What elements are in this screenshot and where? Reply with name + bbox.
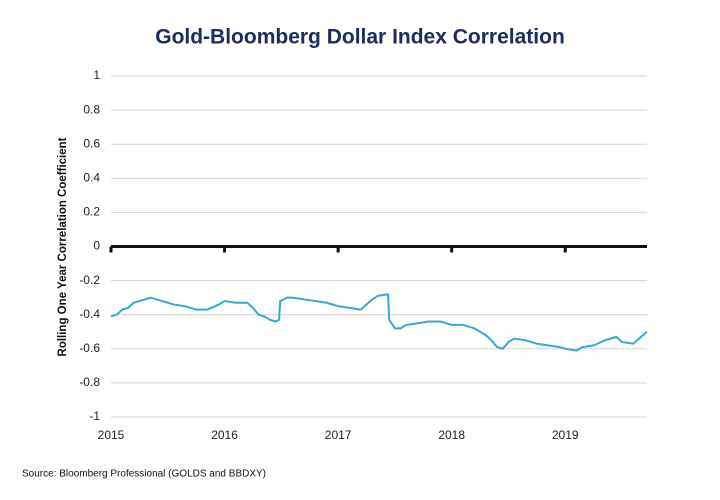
- x-tick-label: 2019: [552, 428, 579, 442]
- y-tick-label: -0.4: [79, 307, 100, 321]
- x-tick-label: 2017: [325, 428, 352, 442]
- y-axis-label: Rolling One Year Correlation Coefficient: [57, 137, 69, 356]
- source-note: Source: Bloomberg Professional (GOLDS an…: [22, 469, 266, 480]
- y-tick-label: 0.2: [83, 205, 100, 219]
- y-tick-label: -0.2: [79, 273, 100, 287]
- data-line: [110, 293, 648, 352]
- chart-title: Gold-Bloomberg Dollar Index Correlation: [155, 26, 565, 49]
- x-tick-label: 2015: [98, 428, 125, 442]
- y-tick-label: 0.8: [83, 102, 100, 116]
- x-tick-label: 2016: [211, 428, 238, 442]
- y-tick-label: 0: [93, 239, 100, 253]
- y-tick-label: 0.4: [83, 170, 100, 184]
- y-tick-label: -0.6: [79, 341, 100, 355]
- x-tick-label: 2018: [438, 428, 465, 442]
- y-tick-label: -0.8: [79, 375, 100, 389]
- y-tick-label: -1: [89, 409, 100, 423]
- y-tick-label: 1: [93, 68, 100, 82]
- y-tick-label: 0.6: [83, 136, 100, 150]
